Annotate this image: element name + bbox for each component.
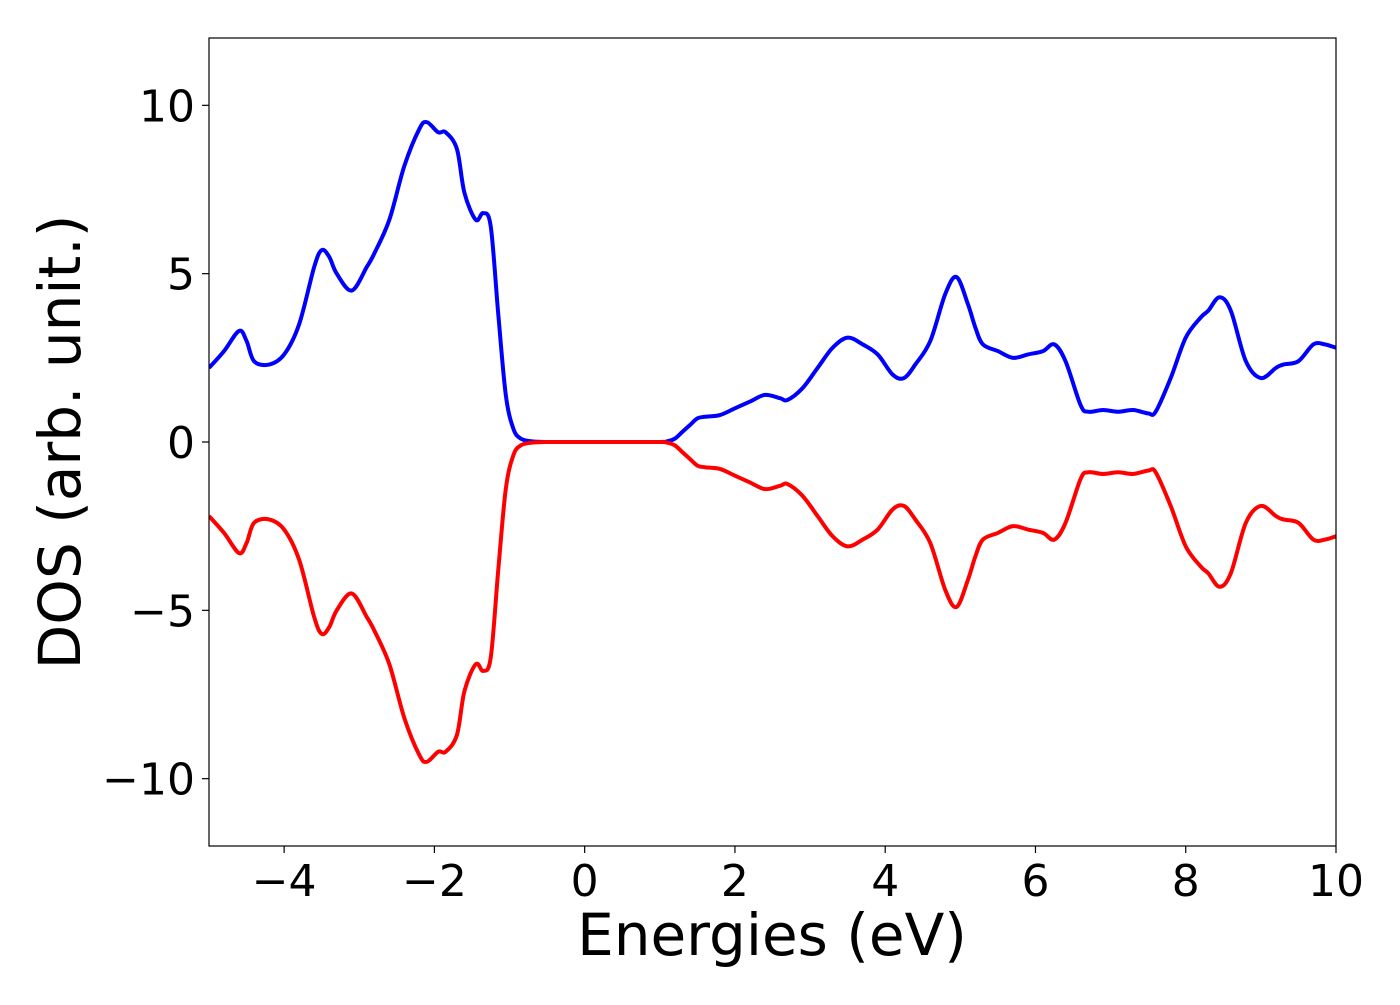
y-tick-label: −10	[102, 755, 195, 806]
x-tick-label: 0	[571, 856, 599, 907]
y-tick-label: −5	[130, 586, 195, 637]
x-axis: −4 −2 0 2 4 6 8 10	[252, 846, 1364, 907]
y-tick-label: 10	[139, 81, 195, 132]
plot-frame	[208, 37, 1337, 847]
y-tick-label: 0	[167, 418, 195, 469]
series-line-1	[209, 439, 1336, 765]
x-tick-label: 8	[1172, 856, 1200, 907]
x-tick-label: −2	[402, 856, 467, 907]
x-axis-label: Energies (eV)	[577, 901, 967, 969]
x-tick-label: −4	[252, 856, 317, 907]
y-axis: −10 −5 0 5 10	[102, 81, 209, 806]
y-axis-label: DOS (arb. unit.)	[26, 215, 94, 670]
series-line-0	[209, 119, 1336, 445]
series-layer	[209, 119, 1336, 765]
y-tick-label: 5	[167, 250, 195, 301]
x-tick-label: 2	[721, 856, 749, 907]
x-tick-label: 10	[1308, 856, 1364, 907]
x-tick-label: 4	[871, 856, 899, 907]
x-tick-label: 6	[1021, 856, 1049, 907]
